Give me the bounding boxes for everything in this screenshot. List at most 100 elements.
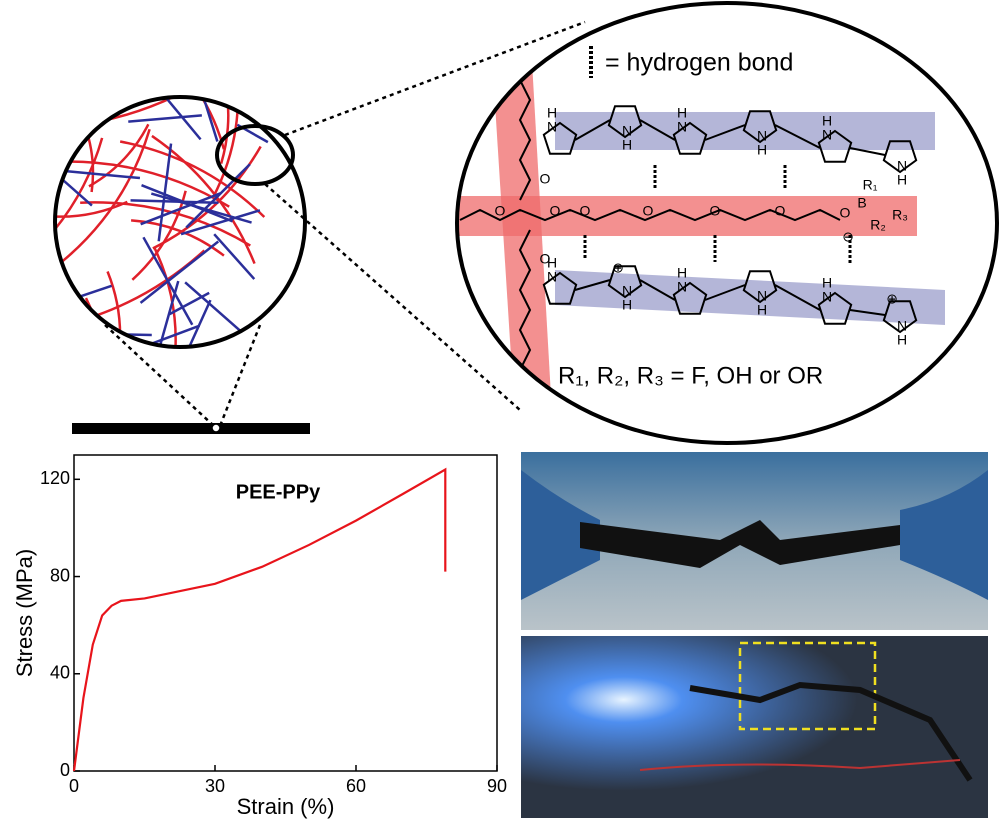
y-tick-label: 80 <box>50 565 70 585</box>
atom-label: H <box>757 302 767 318</box>
photo-circuit <box>521 636 988 818</box>
atom-label: N <box>822 289 832 305</box>
y-tick-label: 40 <box>50 663 70 683</box>
atom-label: H <box>622 297 632 313</box>
x-tick-label: 30 <box>205 776 225 796</box>
atom-label: H <box>822 275 832 291</box>
red-fiber <box>55 137 104 264</box>
atom-label: ⊕ <box>612 260 624 276</box>
atom-label: N <box>757 288 767 304</box>
atom-label: O <box>643 203 654 219</box>
ether-chain <box>518 59 532 371</box>
bond <box>774 284 821 311</box>
atom-label: H <box>547 105 557 121</box>
pyrrole-ring <box>882 140 918 174</box>
zoom-circle <box>53 95 307 349</box>
atom-label: R₃ <box>892 207 908 223</box>
atom-label: N <box>622 283 632 299</box>
x-axis-label: Strain (%) <box>237 794 335 819</box>
atom-label: O <box>775 203 786 219</box>
atom-label: R₂ <box>870 217 886 233</box>
pyrrole-ring <box>742 270 778 304</box>
blue-fiber <box>180 209 261 236</box>
wire <box>639 759 961 771</box>
red-fiber <box>55 160 230 208</box>
atom-label: O <box>540 251 551 267</box>
bond <box>574 279 611 291</box>
atom-label: B <box>857 195 866 211</box>
atom-label: N <box>757 128 767 144</box>
blue-fiber <box>63 169 141 180</box>
atom-label: N <box>547 119 557 135</box>
circuit-film <box>689 681 973 782</box>
atom-label: H <box>677 105 687 121</box>
zoom-ellipse <box>215 124 295 186</box>
pyrrole-ring <box>817 129 853 163</box>
film-strip <box>580 520 900 568</box>
bond <box>704 124 746 141</box>
x-tick-label: 0 <box>69 776 79 796</box>
red-fiber <box>163 97 226 150</box>
red-fiber <box>88 123 150 188</box>
atom-label: O <box>550 203 561 219</box>
atom-label: H <box>822 113 832 129</box>
y-tick-label: 120 <box>40 468 70 488</box>
blue-fiber <box>140 192 221 226</box>
red-fiber <box>152 145 262 250</box>
chart-title: PEE-PPy <box>236 481 321 503</box>
atom-label: N <box>547 269 557 285</box>
blue-fiber <box>139 240 220 304</box>
atom-label: O <box>540 171 551 187</box>
pyrrole-ring <box>607 105 643 139</box>
y-tick-label: 0 <box>60 760 70 780</box>
red-fiber <box>106 271 122 347</box>
atom-label: ⊖ <box>842 229 854 245</box>
bond <box>574 119 611 141</box>
x-tick-label: 60 <box>346 776 366 796</box>
stress-strain-chart: 0 30 60 90 0 40 80 120 Strain (%) Stress (MPa) PEE… <box>12 454 507 819</box>
blue-fiber <box>79 103 116 116</box>
bond <box>849 309 886 316</box>
pyrrole-ring <box>607 265 643 299</box>
atom-label: O <box>495 203 506 219</box>
blue-fiber <box>157 143 173 242</box>
red-fiber <box>61 128 151 263</box>
blue-fiber <box>185 163 251 229</box>
atom-label: H <box>547 255 557 271</box>
atom-label: H <box>757 142 767 158</box>
bond <box>774 124 821 149</box>
pyrrole-ring <box>742 110 778 144</box>
atom-label: N <box>897 318 907 334</box>
red-fiber <box>55 97 188 129</box>
plot-frame <box>73 454 498 772</box>
atom-label: O <box>580 203 591 219</box>
blue-fiber <box>155 97 202 141</box>
atom-label: N <box>677 279 687 295</box>
atom-label: H <box>897 172 907 188</box>
y-axis-label: Stress (MPa) <box>12 549 37 677</box>
atom-label: H <box>677 265 687 281</box>
atom-label: O <box>710 203 721 219</box>
stress-curve <box>72 467 447 772</box>
atom-label: H <box>897 332 907 348</box>
red-fiber <box>153 247 177 347</box>
bond <box>639 279 676 301</box>
pyrrole-ring <box>672 281 708 315</box>
bond <box>704 284 746 301</box>
red-fiber <box>151 134 256 265</box>
blue-fiber <box>141 184 234 223</box>
legend-text: = hydrogen bond <box>605 49 793 77</box>
bond <box>639 119 676 141</box>
atom-label: H <box>622 137 632 153</box>
blue-fiber <box>213 233 256 280</box>
red-fiber <box>80 201 251 247</box>
red-fiber <box>119 140 266 218</box>
zoom-lines <box>104 20 586 427</box>
red-fiber <box>55 200 128 218</box>
pyrrole-ring <box>672 121 708 155</box>
film-bar <box>72 423 310 434</box>
pyrrole-ring <box>817 291 853 325</box>
zoom-point <box>211 423 221 433</box>
red-fiber <box>219 97 230 164</box>
